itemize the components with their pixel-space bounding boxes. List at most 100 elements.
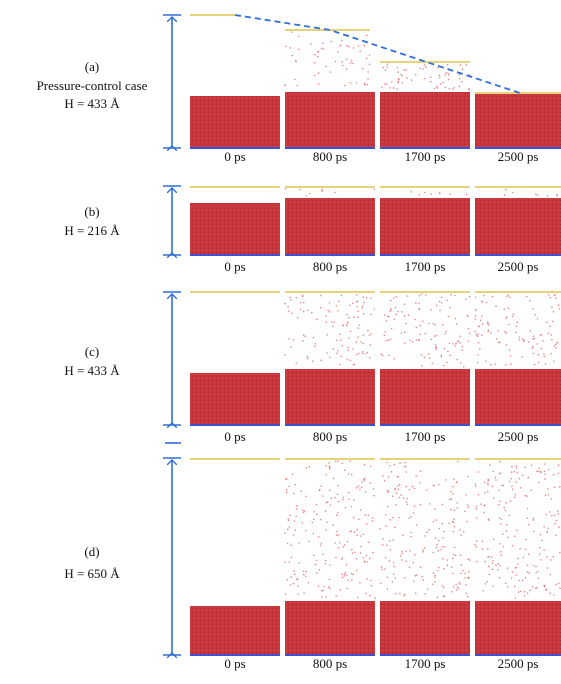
- particle: [372, 517, 374, 519]
- particle: [298, 562, 300, 564]
- particle: [511, 485, 513, 487]
- particle: [336, 340, 338, 342]
- particle: [535, 193, 537, 195]
- particle: [313, 337, 315, 339]
- particle: [488, 574, 490, 576]
- particle: [465, 494, 467, 496]
- particle: [338, 501, 340, 503]
- particle: [552, 311, 554, 313]
- particle: [323, 590, 325, 592]
- particle: [356, 82, 358, 84]
- particle: [412, 486, 414, 488]
- particle: [404, 462, 406, 464]
- particle: [540, 334, 542, 336]
- particle: [348, 337, 350, 339]
- liquid-slab: [380, 601, 470, 655]
- particle: [418, 339, 420, 341]
- particle: [532, 586, 534, 588]
- particle: [342, 324, 344, 326]
- particle: [480, 319, 482, 321]
- particle: [467, 504, 469, 506]
- particle: [525, 539, 527, 541]
- particle: [504, 194, 506, 196]
- particle: [464, 511, 466, 513]
- particle: [419, 482, 421, 484]
- particle: [369, 335, 371, 337]
- particle: [374, 308, 376, 310]
- particle: [331, 321, 333, 323]
- particle: [459, 78, 461, 80]
- particle: [293, 570, 295, 572]
- particle: [307, 358, 309, 360]
- particle: [476, 517, 478, 519]
- particle: [393, 87, 395, 89]
- particle: [455, 318, 457, 320]
- particle: [434, 508, 436, 510]
- particle: [364, 84, 366, 86]
- particle: [384, 83, 386, 85]
- particle: [381, 569, 383, 571]
- particle: [467, 558, 469, 560]
- particle: [461, 346, 463, 348]
- particle: [393, 297, 395, 299]
- particle: [409, 567, 411, 569]
- particle: [405, 323, 407, 325]
- particle: [387, 588, 389, 590]
- particle: [395, 504, 397, 506]
- particle: [305, 195, 307, 197]
- particle: [448, 316, 450, 318]
- time-label: 2500 ps: [498, 656, 539, 671]
- particle: [489, 464, 491, 466]
- panel-height: H = 433 Å: [64, 363, 120, 378]
- time-label: 1700 ps: [405, 429, 446, 444]
- particle: [386, 544, 388, 546]
- particle: [346, 58, 348, 60]
- particle: [553, 474, 555, 476]
- particle: [508, 308, 510, 310]
- panel-height: H = 433 Å: [64, 96, 120, 111]
- particle: [464, 573, 466, 575]
- particle: [457, 341, 459, 343]
- particle: [453, 554, 455, 556]
- particle: [285, 594, 287, 596]
- particle: [357, 301, 359, 303]
- particle: [536, 471, 538, 473]
- particle: [290, 576, 292, 578]
- particle: [540, 559, 542, 561]
- particle: [537, 194, 539, 196]
- particle: [528, 477, 530, 479]
- particle: [372, 552, 374, 554]
- particle: [285, 188, 287, 190]
- particle: [430, 309, 432, 311]
- particle: [337, 485, 339, 487]
- particle: [386, 320, 388, 322]
- particle: [302, 340, 304, 342]
- particle: [499, 501, 501, 503]
- particle: [312, 522, 314, 524]
- time-label: 0 ps: [224, 259, 245, 274]
- particle: [366, 34, 368, 36]
- panel-label: (c): [85, 344, 99, 359]
- particle: [439, 74, 441, 76]
- particle: [484, 505, 486, 507]
- particle: [396, 492, 398, 494]
- particle: [459, 583, 461, 585]
- particle: [491, 556, 493, 558]
- particle: [449, 88, 451, 90]
- particle: [365, 593, 367, 595]
- particle: [397, 71, 399, 73]
- particle: [288, 486, 290, 488]
- particle: [475, 486, 477, 488]
- particle: [294, 79, 296, 81]
- particle: [395, 307, 397, 309]
- particle: [318, 536, 320, 538]
- particle: [514, 535, 516, 537]
- particle: [286, 579, 288, 581]
- particle: [363, 557, 365, 559]
- particle: [414, 488, 416, 490]
- particle: [394, 358, 396, 360]
- particle: [284, 354, 286, 356]
- particle: [320, 545, 322, 547]
- particle: [528, 341, 530, 343]
- particle: [475, 296, 477, 298]
